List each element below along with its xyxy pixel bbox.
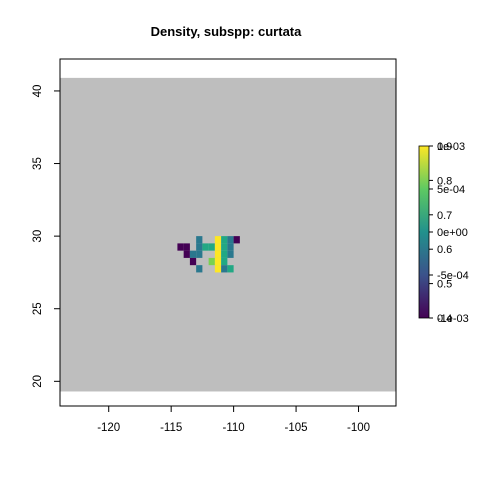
density-cell — [196, 236, 203, 244]
density-cell — [214, 265, 222, 273]
density-cell — [189, 257, 197, 266]
density-cell — [183, 250, 190, 258]
colorbar-tick-label: 5e-04 — [437, 184, 465, 196]
density-cell — [196, 243, 203, 251]
density-cell — [214, 257, 222, 266]
y-tick-label: 25 — [32, 302, 44, 315]
density-cell — [189, 250, 197, 258]
density-cell — [221, 250, 228, 258]
density-cell — [183, 243, 190, 251]
density-cell — [214, 250, 222, 258]
colorbar-tick-label: 0.6 — [437, 244, 452, 256]
colorbar-tick-label: 1e-03 — [437, 141, 465, 153]
density-cell — [177, 243, 184, 251]
x-tick-label: -105 — [285, 422, 308, 434]
x-tick-label: -115 — [160, 422, 182, 434]
density-cell — [214, 243, 222, 251]
density-cell — [227, 236, 234, 244]
map-background — [60, 77, 396, 392]
density-cell — [202, 243, 209, 251]
density-cell — [208, 257, 215, 266]
y-tick-label: 35 — [32, 157, 44, 170]
density-cell — [208, 243, 215, 251]
x-tick-label: -100 — [347, 422, 370, 434]
density-cell — [227, 243, 234, 251]
density-cell — [227, 265, 234, 273]
density-cell — [214, 236, 222, 244]
density-cell — [221, 243, 228, 251]
density-cell — [233, 236, 240, 244]
colorbar-tick-label: 0.7 — [437, 210, 452, 222]
density-cell — [221, 265, 228, 273]
colorbar-gradient — [418, 145, 430, 319]
plot-frame — [59, 58, 397, 407]
density-cell — [221, 236, 228, 244]
density-cell — [227, 250, 234, 258]
colorbar-tick-label: -1e-03 — [437, 313, 469, 325]
plot-area: -120 -115 -110 -105 -100 20 25 30 35 40 — [32, 58, 397, 434]
y-tick-label: 40 — [32, 85, 44, 98]
y-tick-label: 20 — [32, 375, 44, 388]
colorbar-tick-label: 0.5 — [437, 279, 452, 291]
density-cell — [196, 250, 203, 258]
chart-title: Density, subspp: curtata — [151, 24, 303, 39]
colorbar-tick-label: 0.8 — [437, 175, 452, 187]
colorbar-tick-label: 0.4 — [437, 313, 452, 325]
colorbar: 0.4 0.5 0.6 0.7 0.8 0.9 -1e-03 -5e-04 0e+00 5e-04… — [418, 141, 469, 325]
colorbar-tick-label: 0e+00 — [437, 227, 468, 239]
colorbar-tick-label: -5e-04 — [437, 270, 469, 282]
y-tick-label: 30 — [32, 230, 44, 243]
x-tick-label: -110 — [223, 422, 245, 434]
density-cell — [196, 265, 203, 273]
density-cell — [221, 257, 228, 266]
colorbar-tick-label: 0.9 — [437, 141, 452, 153]
x-tick-label: -120 — [97, 422, 120, 434]
